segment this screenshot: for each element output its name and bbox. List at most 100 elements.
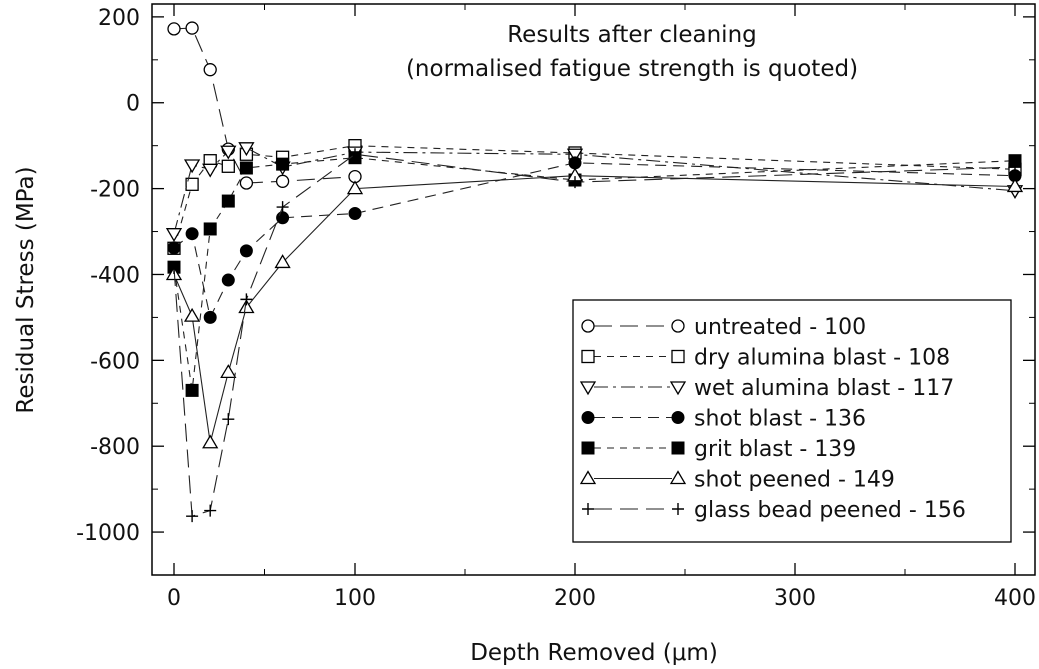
x-axis-label: Depth Removed (μm) <box>470 640 718 666</box>
data-point <box>568 156 582 170</box>
legend-marker <box>672 503 684 515</box>
data-point <box>185 227 199 241</box>
series-line <box>173 145 1016 249</box>
data-point <box>203 310 217 324</box>
x-tick-label: 100 <box>334 586 376 611</box>
legend-marker <box>581 319 595 333</box>
data-point <box>220 364 237 379</box>
legend-marker <box>582 503 594 515</box>
data-point <box>569 176 581 189</box>
y-tick-label: -200 <box>90 178 140 203</box>
y-tick-label: 200 <box>98 6 140 31</box>
chart-subtitle: (normalised fatigue strength is quoted) <box>406 56 858 82</box>
legend-item: shot blast - 136 <box>581 407 866 432</box>
legend-item: wet alumina blast - 117 <box>579 376 954 401</box>
data-point <box>165 228 183 242</box>
legend-marker <box>671 411 685 424</box>
data-point <box>204 504 217 517</box>
y-axis-ticks: 200 0 -200 -400 -600 -800 -1000 <box>76 6 1035 576</box>
x-tick-label: 400 <box>994 586 1036 611</box>
legend-label: glass bead peened - 156 <box>694 498 966 523</box>
data-point <box>185 383 199 397</box>
data-point <box>221 273 235 287</box>
legend-marker <box>581 411 595 424</box>
legend-label: grit blast - 139 <box>694 437 856 462</box>
data-point <box>202 434 219 449</box>
data-point <box>167 241 181 255</box>
x-tick-label: 300 <box>774 586 816 611</box>
y-tick-label: 0 <box>126 92 140 117</box>
data-point <box>274 254 291 269</box>
data-point <box>1009 161 1021 174</box>
data-point <box>203 222 217 236</box>
data-point <box>240 293 253 306</box>
data-point <box>203 63 217 77</box>
legend-label: wet alumina blast - 117 <box>694 376 954 401</box>
series-line <box>173 27 356 184</box>
data-point <box>221 159 235 173</box>
legend-label: shot blast - 136 <box>694 407 866 432</box>
y-tick-label: -800 <box>90 435 140 460</box>
legend-box <box>572 299 1012 543</box>
data-point <box>185 177 199 191</box>
data-point <box>239 161 253 175</box>
data-point <box>566 148 584 163</box>
data-point <box>238 142 255 157</box>
chart-title: Results after cleaning <box>507 22 757 48</box>
data-point <box>239 176 254 190</box>
data-point <box>275 174 290 188</box>
legend-label: untreated - 100 <box>694 315 866 340</box>
series-3 <box>165 142 1024 242</box>
data-point <box>183 307 201 322</box>
series-line <box>173 162 1016 320</box>
legend-label: dry alumina blast - 108 <box>694 346 950 371</box>
series-line <box>173 147 1016 234</box>
x-axis-ticks: 0 100 200 300 400 <box>167 4 1036 611</box>
legend-marker <box>671 319 685 333</box>
data-point <box>276 211 290 225</box>
legend-label: shot peened - 149 <box>694 468 895 493</box>
data-point <box>346 180 364 195</box>
x-tick-label: 0 <box>167 586 181 611</box>
data-point <box>239 244 253 258</box>
series-layer <box>165 21 1024 523</box>
legend-item: glass bead peened - 156 <box>582 498 966 523</box>
legend-item: shot peened - 149 <box>579 468 895 493</box>
data-point <box>167 22 181 36</box>
legend-marker <box>671 441 685 455</box>
y-tick-label: -400 <box>90 263 140 288</box>
legend-marker <box>579 470 597 485</box>
data-point <box>221 194 235 208</box>
x-tick-label: 200 <box>554 586 596 611</box>
legend: untreated - 100 dry alumina blast - 108 we… <box>572 299 1012 543</box>
legend-marker <box>581 441 595 455</box>
legend-marker <box>671 349 685 364</box>
data-point <box>238 299 255 314</box>
data-point <box>168 262 180 275</box>
legend-marker <box>669 381 687 396</box>
legend-marker <box>581 349 595 364</box>
legend-item: grit blast - 139 <box>581 437 856 462</box>
data-point <box>276 201 289 214</box>
data-point <box>1006 178 1024 193</box>
y-tick-label: -600 <box>90 349 140 374</box>
series-7 <box>168 148 1021 523</box>
y-tick-label: -1000 <box>76 521 140 546</box>
legend-item: dry alumina blast - 108 <box>581 346 950 371</box>
data-point <box>183 159 201 174</box>
plot-frame <box>151 3 1036 576</box>
legend-item: untreated - 100 <box>581 315 866 340</box>
data-point <box>349 148 361 161</box>
data-point <box>185 21 199 35</box>
data-point <box>186 510 199 523</box>
data-point <box>222 413 235 426</box>
data-point <box>348 207 362 221</box>
series-6 <box>165 167 1024 449</box>
data-point <box>276 157 290 171</box>
data-point <box>220 145 237 160</box>
legend-marker <box>579 381 597 396</box>
legend-marker <box>669 470 687 485</box>
y-axis-label: Residual Stress (MPa) <box>13 166 39 413</box>
data-point <box>202 163 219 178</box>
